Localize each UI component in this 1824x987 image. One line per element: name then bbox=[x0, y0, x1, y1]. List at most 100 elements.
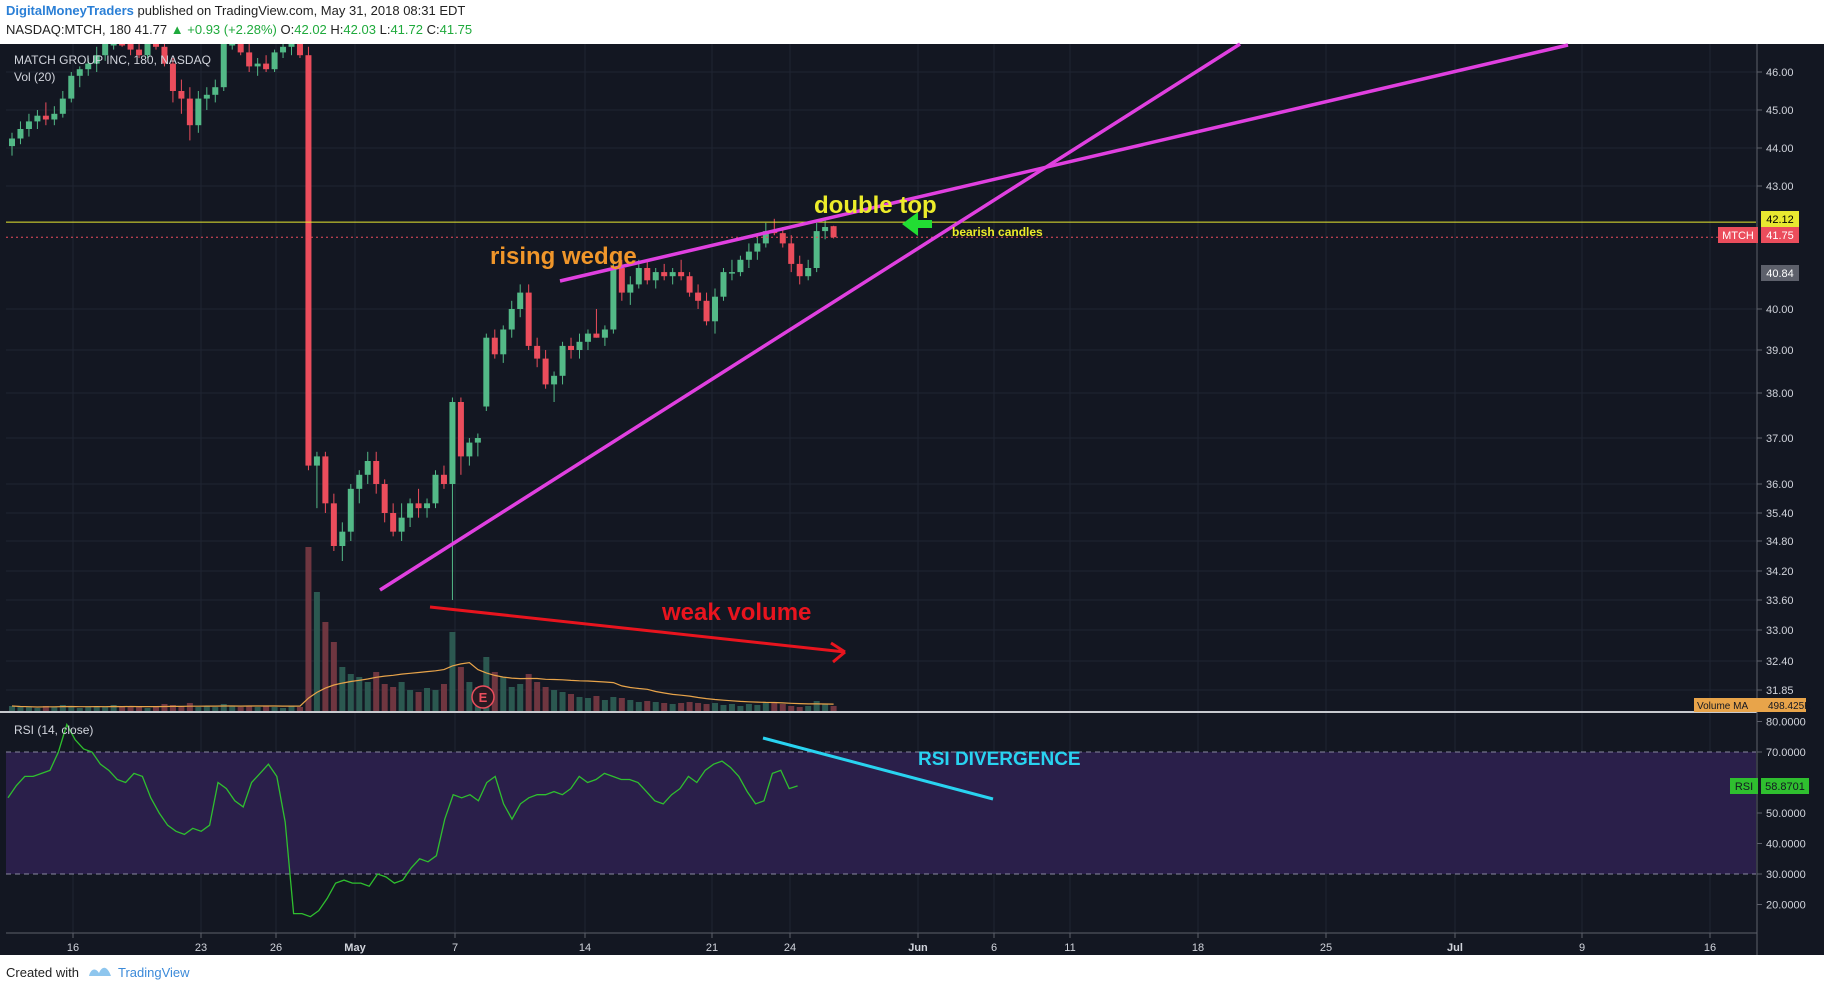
volume-bar bbox=[237, 707, 244, 712]
wedge-resistance-line[interactable] bbox=[559, 43, 1569, 283]
weak-volume-arrow-head bbox=[830, 641, 846, 664]
rising-wedge-label: rising wedge bbox=[490, 243, 637, 270]
volume-bar bbox=[263, 706, 270, 712]
volume-bar bbox=[762, 702, 769, 712]
high-label: H: bbox=[330, 22, 344, 37]
time-tick-label: Jul bbox=[1447, 942, 1463, 954]
publish-header: DigitalMoneyTraders published on Trading… bbox=[0, 0, 1824, 44]
time-tick-label: May bbox=[344, 942, 366, 954]
rsi-tick-label: 80.0000 bbox=[1766, 717, 1806, 729]
volume-bar bbox=[686, 702, 693, 712]
volume-bar bbox=[229, 706, 236, 712]
last-price-tag bbox=[1761, 227, 1799, 243]
candle-body bbox=[34, 115, 41, 122]
grey-price-tag bbox=[1761, 265, 1799, 281]
time-axis-ticks[interactable]: 16 23 26 May 7 14 21 24 Jun 6 11 18 25 Jul 9 16 bbox=[67, 933, 1716, 954]
rsi-label: RSI (14, close) bbox=[14, 723, 93, 737]
rsi-value-tag bbox=[1761, 778, 1809, 794]
price-tick-label: 40.00 bbox=[1766, 304, 1794, 316]
candle-body bbox=[136, 49, 143, 56]
volume-bar bbox=[466, 682, 473, 712]
candle-body bbox=[356, 474, 363, 489]
volume-bar bbox=[424, 688, 431, 712]
author-link[interactable]: DigitalMoneyTraders bbox=[6, 3, 134, 18]
candle-body bbox=[551, 375, 558, 385]
grid bbox=[6, 44, 1757, 933]
volume-bar bbox=[186, 703, 193, 712]
volume-bar bbox=[220, 704, 227, 712]
candle-body bbox=[280, 46, 287, 53]
volume-bar bbox=[500, 677, 507, 712]
volume-bar bbox=[415, 692, 422, 712]
volume-bar bbox=[390, 687, 397, 712]
candle-body bbox=[246, 52, 253, 67]
candle-body bbox=[703, 300, 710, 322]
volume-bar bbox=[347, 674, 354, 712]
volume-bar bbox=[601, 700, 608, 712]
candle-body bbox=[644, 268, 651, 281]
volume-bar bbox=[737, 706, 744, 712]
green-left-arrow-icon bbox=[902, 212, 932, 236]
time-tick-label: 21 bbox=[706, 942, 718, 954]
candle-body bbox=[169, 63, 176, 91]
price-tick-label: 32.40 bbox=[1766, 656, 1794, 668]
created-with-label: Created with bbox=[6, 965, 79, 980]
time-tick-label: 7 bbox=[452, 942, 458, 954]
candle-body bbox=[288, 44, 295, 47]
volume-bar bbox=[525, 674, 532, 712]
volume-bar bbox=[610, 697, 617, 712]
candle-body bbox=[754, 243, 761, 252]
candle-body bbox=[584, 333, 591, 342]
candles bbox=[9, 44, 837, 600]
tradingview-link[interactable]: TradingView bbox=[118, 965, 190, 980]
volume-bar bbox=[483, 657, 490, 712]
wedge-support-line[interactable] bbox=[379, 42, 1241, 592]
last-price: 41.77 bbox=[134, 22, 168, 37]
candle-body bbox=[322, 456, 329, 504]
candle-body bbox=[822, 227, 829, 232]
volume-bar bbox=[618, 698, 625, 712]
candle-body bbox=[559, 345, 566, 376]
candle-body bbox=[627, 284, 634, 293]
candle-body bbox=[576, 341, 583, 350]
candle-body bbox=[313, 456, 320, 466]
volume-bar bbox=[356, 677, 363, 712]
candle-body bbox=[610, 268, 617, 330]
volume-bar bbox=[34, 708, 41, 712]
candle-body bbox=[110, 44, 117, 46]
rsi-symbol-tag bbox=[1730, 778, 1758, 794]
volume-bar bbox=[152, 706, 159, 712]
tradingview-logo-icon[interactable] bbox=[88, 964, 112, 978]
candle-body bbox=[68, 75, 75, 99]
earnings-marker[interactable] bbox=[471, 685, 495, 709]
volume-bar bbox=[9, 706, 15, 712]
candle-body bbox=[466, 442, 473, 457]
candle-body bbox=[652, 272, 659, 281]
rsi-tick-label: 30.0000 bbox=[1766, 869, 1806, 881]
annotation-labels: double top bearish candles rising wedge … bbox=[490, 192, 1081, 770]
price-axis[interactable] bbox=[1757, 44, 1824, 955]
weak-volume-arrow[interactable] bbox=[429, 605, 846, 654]
rsi-divergence-line[interactable] bbox=[762, 736, 994, 801]
volume-ma-tag bbox=[1694, 698, 1806, 712]
candle-body bbox=[330, 503, 337, 546]
rsi-tick-label: 40.0000 bbox=[1766, 839, 1806, 851]
price-tick-label: 35.40 bbox=[1766, 508, 1794, 520]
price-tick-label: 34.20 bbox=[1766, 566, 1794, 578]
candle-body bbox=[178, 91, 185, 99]
candle-body bbox=[85, 63, 92, 70]
volume-bar bbox=[398, 682, 405, 712]
volume-bar bbox=[288, 706, 295, 712]
price-tick-label: 46.00 bbox=[1766, 67, 1794, 79]
volume-bar bbox=[593, 696, 600, 712]
candle-body bbox=[195, 98, 202, 126]
candle-body bbox=[407, 503, 414, 518]
candle-body bbox=[415, 503, 422, 509]
rsi-divergence-label: RSI DIVERGENCE bbox=[918, 749, 1081, 770]
rsi-band bbox=[6, 752, 1756, 874]
candle-body bbox=[745, 251, 752, 260]
candle-body bbox=[779, 233, 786, 244]
candle-body bbox=[212, 87, 219, 95]
volume-bar bbox=[813, 701, 820, 712]
